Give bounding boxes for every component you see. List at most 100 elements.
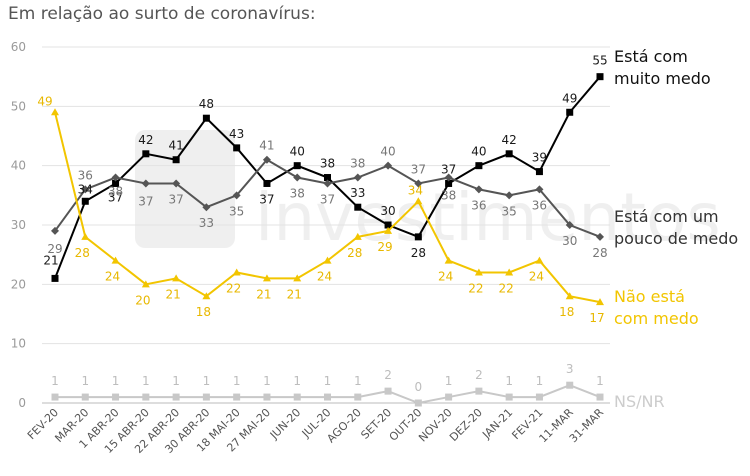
- x-tick-label: NOV-20: [416, 406, 455, 445]
- data-label: 1: [536, 374, 544, 388]
- y-tick-label: 20: [11, 277, 26, 291]
- data-point: [565, 292, 574, 300]
- data-point: [566, 381, 574, 389]
- data-point: [323, 179, 332, 188]
- data-point: [384, 161, 393, 170]
- data-label: 40: [290, 145, 305, 159]
- y-axis-ticks: 0 10 20 30 40 50 60: [11, 40, 26, 410]
- data-label: 43: [229, 127, 244, 141]
- data-label: 20: [135, 293, 150, 307]
- y-tick-label: 0: [18, 396, 26, 410]
- data-label: 38: [350, 157, 365, 171]
- series-name: muito medo: [614, 69, 711, 88]
- data-point: [596, 232, 604, 241]
- data-point: [81, 197, 89, 205]
- data-label: 30: [380, 204, 395, 218]
- data-point: [141, 179, 150, 188]
- y-tick-label: 60: [11, 40, 26, 54]
- data-point: [262, 274, 271, 282]
- data-point: [384, 226, 393, 234]
- data-point: [354, 393, 362, 401]
- data-point: [51, 108, 59, 116]
- data-label: 38: [108, 185, 123, 199]
- data-point: [263, 393, 271, 401]
- data-point: [414, 233, 422, 241]
- data-label: 21: [256, 287, 271, 301]
- data-point: [505, 268, 514, 276]
- data-point: [202, 292, 211, 300]
- data-point: [535, 168, 543, 176]
- data-point: [172, 393, 180, 401]
- data-point: [565, 221, 574, 229]
- data-point: [414, 197, 423, 205]
- data-point: [354, 203, 362, 211]
- data-label: 24: [438, 270, 453, 284]
- data-label: 1: [505, 374, 513, 388]
- data-point: [475, 387, 483, 395]
- x-tick-label: AGO-20: [324, 406, 363, 445]
- data-label: 49: [562, 91, 577, 105]
- data-point: [535, 256, 544, 264]
- data-point: [172, 156, 180, 164]
- x-tick-label: JAN-21: [479, 406, 515, 442]
- data-point: [202, 393, 210, 401]
- data-point: [232, 191, 241, 200]
- data-point: [353, 173, 362, 182]
- chart-title: Em relação ao surto de coronavírus:: [8, 4, 316, 24]
- data-label: 42: [138, 133, 153, 147]
- data-point: [81, 185, 90, 194]
- data-label: 40: [471, 145, 486, 159]
- data-label: 37: [441, 162, 456, 176]
- data-label: 2: [384, 368, 392, 382]
- data-label: 0: [415, 380, 423, 394]
- data-point: [262, 155, 271, 164]
- series-name: NS/NR: [614, 392, 665, 411]
- data-point: [202, 114, 210, 122]
- data-label: 29: [47, 242, 62, 256]
- data-point: [324, 393, 331, 401]
- data-label: 37: [168, 192, 183, 206]
- data-point: [142, 393, 150, 401]
- data-point: [81, 232, 90, 240]
- x-tick-label: DEZ-20: [447, 406, 485, 444]
- data-label: 1: [596, 374, 604, 388]
- data-label: 21: [43, 253, 58, 267]
- data-point: [172, 274, 181, 282]
- data-point: [444, 256, 453, 264]
- data-point: [111, 256, 120, 264]
- data-point: [505, 150, 513, 158]
- data-label: 22: [499, 281, 514, 295]
- data-point: [324, 174, 331, 182]
- series-name: com medo: [614, 309, 699, 328]
- data-point: [596, 298, 604, 306]
- data-point: [51, 274, 59, 282]
- data-point: [233, 393, 241, 401]
- data-point: [172, 179, 181, 188]
- data-label: 1: [354, 374, 362, 388]
- data-label: 1: [324, 374, 332, 388]
- data-label: 21: [165, 287, 180, 301]
- data-point: [505, 393, 513, 401]
- data-label: 1: [142, 374, 150, 388]
- data-label: 2: [475, 368, 483, 382]
- data-label: 18: [196, 305, 211, 319]
- data-label: 21: [287, 287, 302, 301]
- data-label: 18: [559, 305, 574, 319]
- data-point: [112, 179, 120, 187]
- grid: [42, 46, 610, 404]
- data-point: [112, 393, 120, 401]
- series-name: Está com: [614, 47, 688, 66]
- data-point: [293, 162, 301, 170]
- data-label: 28: [411, 246, 426, 260]
- data-label: 1: [263, 374, 271, 388]
- data-label: 38: [441, 189, 456, 203]
- series-name: pouco de medo: [614, 229, 738, 248]
- data-point: [202, 203, 211, 212]
- data-label: 1: [51, 374, 59, 388]
- data-label: 49: [37, 94, 52, 108]
- data-point: [81, 393, 89, 401]
- data-point: [111, 173, 120, 182]
